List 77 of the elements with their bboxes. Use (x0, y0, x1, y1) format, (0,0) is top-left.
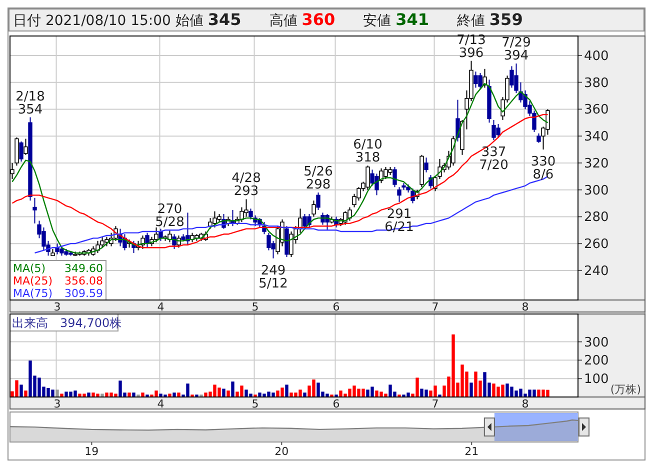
annotation: 4/28 293 (232, 171, 261, 200)
x-tick-label: 6 (332, 398, 340, 410)
annotation: 356.08 (64, 274, 103, 288)
bar (24, 390, 28, 397)
candlestick (312, 200, 316, 218)
y-tick-label: 240 (584, 264, 609, 279)
y-tick-label: 280 (584, 210, 609, 226)
y-tick-label: 300 (584, 183, 609, 198)
chart-title: 日付 2021/08/10 15:00 始値 345 高値 360 安値 341 終値 359 (13, 10, 523, 29)
candlestick (145, 232, 150, 248)
x-tick-label: 5 (252, 398, 259, 410)
candlestick (424, 157, 428, 173)
candlestick (482, 68, 487, 88)
y-tick-label: 100 (584, 372, 609, 388)
bar (56, 390, 59, 397)
annotation: 249 5/12 (258, 263, 288, 292)
annotation: 2/18 354 (16, 89, 45, 118)
bar (100, 394, 104, 397)
x-tick-label: 3 (54, 398, 61, 410)
candlestick (248, 208, 253, 220)
y-axis-title: (万株) (610, 383, 641, 396)
bar (20, 384, 23, 397)
y-tick-label: 200 (584, 354, 609, 369)
annotation: 349.60 (64, 262, 103, 275)
bar (87, 392, 90, 397)
bar (231, 382, 234, 397)
y-tick-label: 320 (584, 156, 609, 172)
y-tick-label: 380 (584, 76, 609, 91)
chart-title: 出来高 394,700株 (12, 316, 122, 330)
annotation: 7/29 394 (502, 36, 531, 64)
bar (60, 394, 64, 397)
x-tick-label: 8 (522, 398, 529, 410)
x-tick-label: 20 (274, 445, 289, 458)
y-tick-label: 260 (584, 237, 609, 252)
x-tick-label: 6 (332, 300, 340, 314)
x-tick-label: 4 (157, 398, 164, 410)
x-tick-label: 7 (432, 300, 439, 314)
y-tick-label: 340 (584, 130, 609, 145)
candlestick (536, 132, 541, 144)
candlestick (410, 188, 415, 204)
x-tick-label: 4 (157, 300, 164, 314)
bar (168, 394, 172, 397)
bar (132, 392, 136, 397)
annotation: 330 8/6 (530, 154, 556, 183)
candlestick (32, 197, 37, 224)
annotation: 5/26 298 (304, 164, 333, 193)
bar (141, 392, 144, 397)
bar (177, 392, 180, 397)
bar (303, 392, 306, 397)
candlestick (456, 99, 460, 142)
text: MA(75) (13, 287, 53, 300)
bar (285, 384, 288, 397)
y-tick-label: 360 (584, 102, 609, 118)
candlestick (19, 140, 24, 162)
bar (470, 382, 473, 397)
text: MA(25) (13, 274, 53, 288)
annotation: 270 5/28 (155, 202, 184, 230)
x-tick-label: 5 (252, 300, 259, 314)
bar (226, 390, 230, 397)
annotation: 6/10 318 (353, 138, 382, 166)
bar (222, 388, 226, 397)
annotation: 337 7/20 (479, 145, 508, 174)
candlestick (392, 166, 397, 188)
x-tick-label: 21 (464, 445, 479, 458)
y-tick-label: 400 (584, 48, 609, 64)
x-tick-label: 3 (54, 300, 61, 314)
y-tick-label: 300 (584, 335, 609, 350)
series-label: MA(5) (13, 262, 46, 275)
candlestick (316, 192, 320, 210)
candlestick (172, 234, 176, 250)
x-tick-label: 19 (84, 445, 99, 458)
x-tick-label: 7 (432, 398, 439, 410)
x-tick-label: 8 (522, 300, 529, 314)
bar (172, 392, 176, 397)
candlestick (24, 138, 28, 156)
annotation: 309.59 (64, 287, 103, 300)
bar (128, 392, 131, 397)
